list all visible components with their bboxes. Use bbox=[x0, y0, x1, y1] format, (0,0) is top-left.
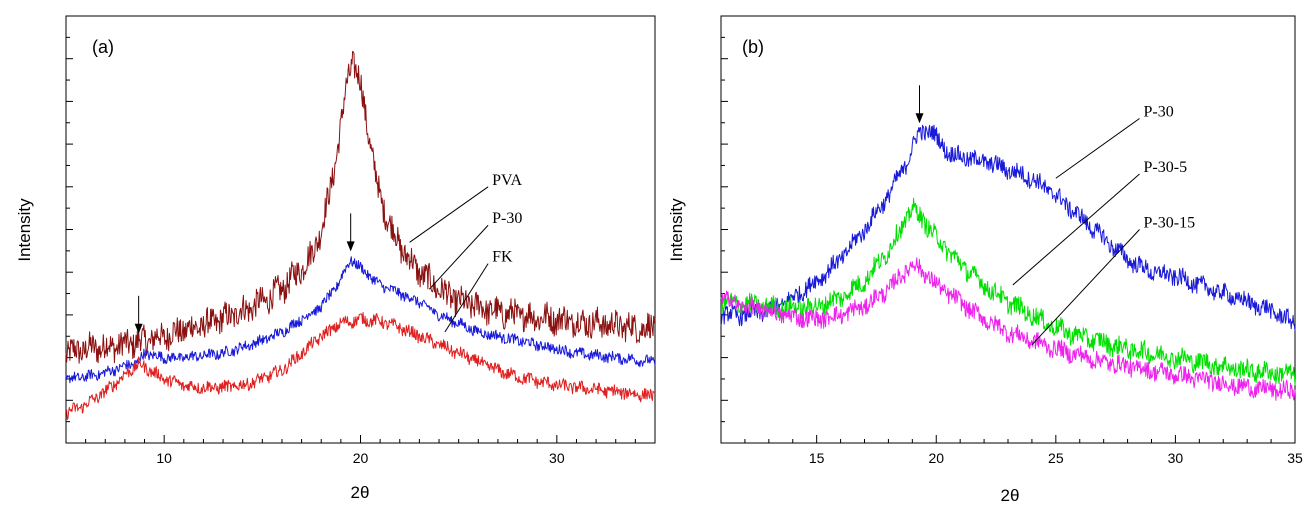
series-line-fk bbox=[65, 312, 656, 420]
leader-line bbox=[444, 263, 489, 333]
panel-b-series bbox=[720, 124, 1296, 401]
leader-line bbox=[428, 224, 489, 290]
series-line-pva bbox=[65, 50, 656, 364]
series-label-pva: PVA bbox=[492, 172, 522, 189]
series-label-p-30: P-30 bbox=[492, 210, 522, 227]
panel-a-series bbox=[65, 50, 656, 420]
panel-b-annotations: P-30 P-30-5 P-30-15 bbox=[915, 85, 1196, 346]
leader-line bbox=[1031, 229, 1140, 346]
panel-a-ticks: 10 20 30 bbox=[65, 15, 656, 466]
series-label-fk: FK bbox=[492, 249, 513, 266]
x-tick-label: 20 bbox=[353, 450, 369, 466]
leader-line bbox=[1012, 173, 1140, 286]
panel-a: 10 20 30 PVA P-30 FK (a) 2θ Intensity bbox=[15, 15, 656, 502]
x-tick-label: 10 bbox=[156, 450, 172, 466]
peak-arrow bbox=[346, 213, 355, 252]
series-line-p-30 bbox=[65, 256, 656, 384]
panel-b-ticks: 15 20 25 30 35 bbox=[720, 15, 1303, 466]
leader-line bbox=[409, 186, 489, 243]
series-label-p-30: P-30 bbox=[1144, 103, 1174, 120]
peak-arrow bbox=[915, 85, 924, 124]
x-tick-label: 35 bbox=[1287, 450, 1303, 466]
series-line-p-30-15 bbox=[720, 257, 1296, 401]
x-tick-label: 30 bbox=[1168, 450, 1184, 466]
panel-a-label: (a) bbox=[92, 37, 114, 57]
panel-a-x-axis-title: 2θ bbox=[351, 483, 370, 502]
panel-a-y-axis-title: Intensity bbox=[15, 198, 34, 262]
panel-b-label: (b) bbox=[742, 37, 764, 57]
x-tick-label: 20 bbox=[928, 450, 944, 466]
panel-b-y-axis-title: Intensity bbox=[667, 198, 686, 262]
panel-a-annotations: PVA P-30 FK bbox=[134, 172, 523, 334]
panel-b-x-axis-title: 2θ bbox=[1001, 486, 1020, 505]
series-label-p-30-15: P-30-15 bbox=[1144, 215, 1196, 232]
leader-line bbox=[1055, 118, 1140, 179]
series-line-p-30 bbox=[720, 124, 1296, 331]
x-tick-label: 30 bbox=[549, 450, 565, 466]
series-label-p-30-5: P-30-5 bbox=[1144, 159, 1188, 176]
x-tick-label: 15 bbox=[809, 450, 825, 466]
panel-b: 15 20 25 30 35 P-30 P-30-5 P-30-15 (b) 2θ Inte… bbox=[667, 15, 1303, 505]
peak-arrow bbox=[134, 295, 143, 334]
x-tick-label: 25 bbox=[1048, 450, 1064, 466]
series-line-p-30-5 bbox=[720, 197, 1296, 386]
